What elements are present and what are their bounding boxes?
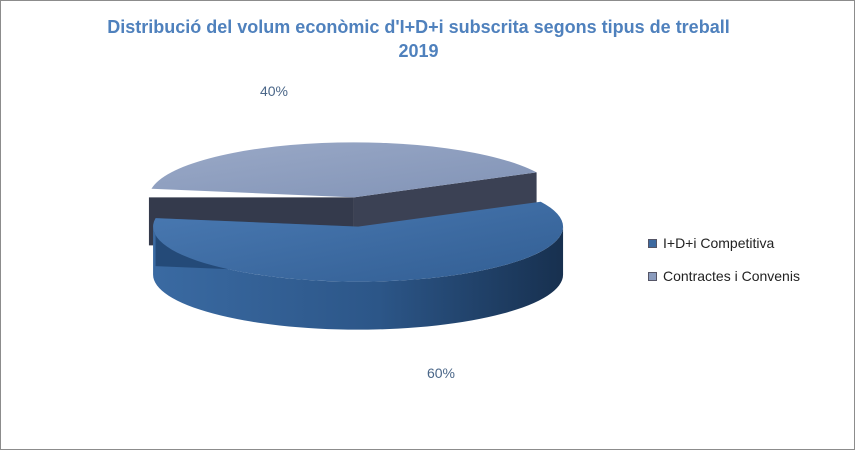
chart-title: Distribució del volum econòmic d'I+D+i s…: [107, 17, 730, 37]
data-label-contractes-convenis: 40%: [260, 83, 288, 99]
legend-swatch-idi-competitiva: [648, 238, 657, 248]
legend-item-idi-competitiva: I+D+i Competitiva: [648, 233, 800, 253]
slice-side-idi-competitiva: [153, 226, 564, 330]
legend-label-contractes-convenis: Contractes i Convenis: [663, 268, 800, 284]
slice-idi-competitiva: [153, 201, 564, 282]
legend-item-contractes-convenis: Contractes i Convenis: [648, 266, 800, 286]
chart-subtitle: 2019: [398, 41, 439, 61]
data-label-idi-competitiva: 60%: [427, 365, 455, 381]
slice-contractes-convenis: [151, 142, 537, 198]
chart-legend: I+D+i Competitiva Contractes i Convenis: [648, 233, 800, 299]
legend-swatch-contractes-convenis: [648, 271, 657, 281]
legend-label-idi-competitiva: I+D+i Competitiva: [663, 235, 775, 251]
